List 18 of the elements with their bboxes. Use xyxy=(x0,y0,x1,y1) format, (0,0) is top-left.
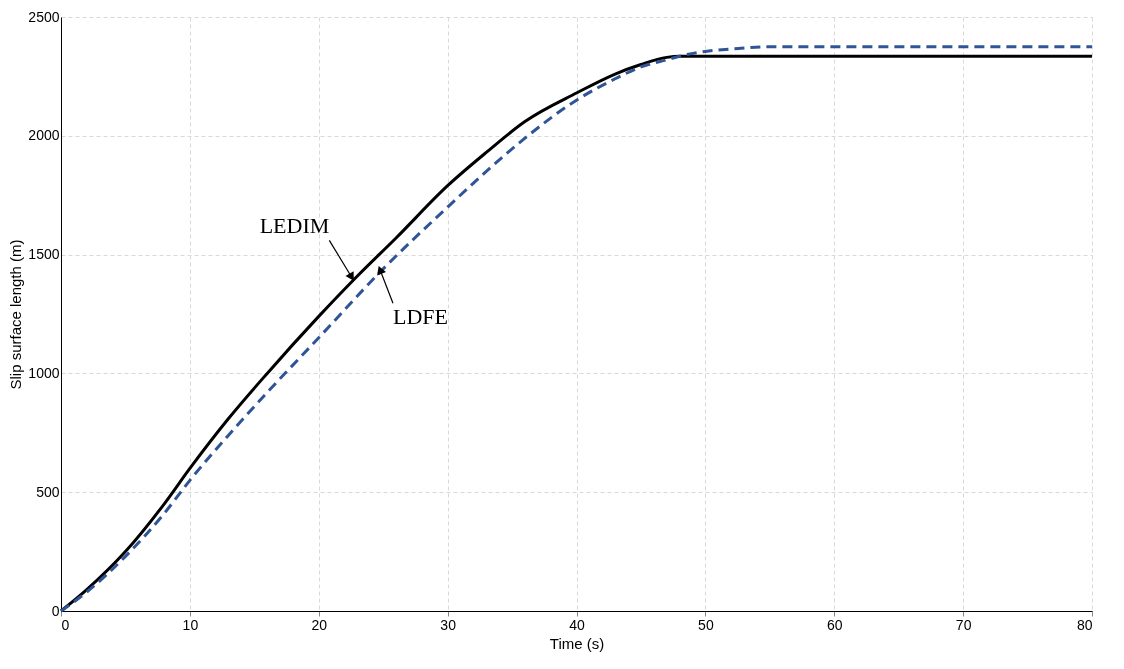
y-tick-label: 1000 xyxy=(28,364,60,381)
x-tick-label: 50 xyxy=(698,616,714,633)
y-tick-label: 1500 xyxy=(28,246,60,263)
annotation: LEDIM xyxy=(259,213,330,239)
y-tick-label: 2000 xyxy=(28,127,60,144)
x-axis-title: Time (s) xyxy=(549,634,605,652)
x-tick-label: 70 xyxy=(955,616,972,633)
x-tick-label: 30 xyxy=(440,616,457,633)
y-tick-label: 500 xyxy=(36,483,60,500)
x-tick-label: 20 xyxy=(311,616,328,633)
y-tick-label: 0 xyxy=(51,602,60,619)
x-tick-label: 40 xyxy=(569,616,585,633)
y-axis-title: Slip surface length (m) xyxy=(7,239,25,390)
annotation: LDFE xyxy=(392,304,448,330)
x-tick-label: 10 xyxy=(182,616,199,633)
x-tick-label: 60 xyxy=(826,616,843,633)
y-tick-label: 2500 xyxy=(28,8,60,25)
x-tick-label: 80 xyxy=(1076,616,1093,633)
